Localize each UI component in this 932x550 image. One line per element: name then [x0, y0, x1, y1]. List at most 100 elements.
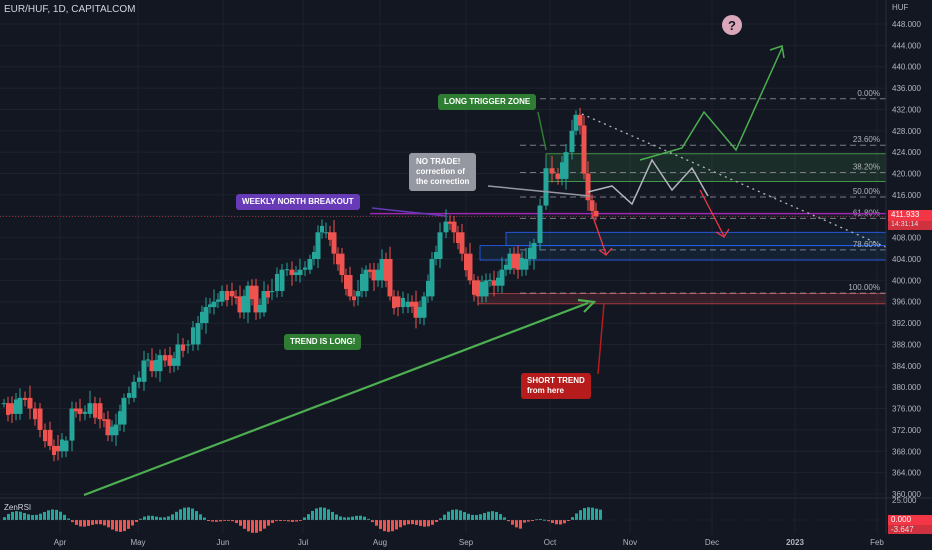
time-tick-label: Feb	[870, 538, 884, 547]
rsi-bar	[47, 510, 50, 520]
rsi-bar	[463, 512, 466, 520]
candle-body	[410, 301, 414, 307]
rsi-bar	[27, 514, 30, 520]
candle	[279, 264, 285, 297]
candle-body	[146, 359, 150, 361]
weekly-breakout-label[interactable]: WEEKLY NORTH BREAKOUT	[236, 194, 360, 210]
candle	[297, 258, 303, 283]
short-trend-label[interactable]: SHORT TREND from here	[521, 373, 591, 399]
candle-body	[464, 253, 468, 271]
candle-body	[52, 445, 56, 456]
long-trigger-zone	[545, 153, 887, 182]
candle	[421, 292, 427, 326]
no-trade-label[interactable]: NO TRADE! correction of the correction	[409, 153, 477, 191]
candle	[43, 423, 47, 448]
candle	[344, 268, 348, 296]
price-tick-label: 364.000	[892, 469, 921, 478]
time-tick-label: Dec	[705, 538, 719, 547]
candle	[208, 297, 212, 314]
price-tick-label: 360.000	[892, 490, 921, 499]
rsi-bar	[335, 514, 338, 520]
candle	[376, 263, 380, 287]
rsi-histogram	[0, 507, 886, 533]
candle-body	[200, 311, 204, 324]
candle	[537, 198, 543, 251]
rsi-scale-top: 25.000	[892, 496, 917, 505]
candle	[60, 433, 64, 458]
candle	[105, 410, 111, 442]
candle-body	[589, 200, 595, 211]
rsi-bar	[547, 520, 550, 522]
candle-body	[157, 355, 163, 372]
candle	[225, 284, 229, 307]
candle	[387, 246, 393, 301]
rsi-label[interactable]: ZenRSI	[4, 503, 32, 512]
candle-body	[581, 125, 587, 174]
price-tick-label: 380.000	[892, 383, 921, 392]
rsi-bar	[311, 510, 314, 520]
trend-drawings	[83, 45, 889, 497]
candle-body	[307, 259, 313, 270]
rsi-bar	[43, 511, 46, 520]
candle-body	[285, 269, 289, 271]
candle	[480, 275, 484, 303]
rsi-bar	[379, 520, 382, 529]
rsi-bar	[375, 520, 378, 526]
candle-body	[87, 403, 93, 414]
rsi-bar	[35, 514, 38, 520]
bottom-zone	[477, 293, 887, 305]
rsi-bar	[363, 516, 366, 520]
price-tick-label: 436.000	[892, 84, 921, 93]
candle-body	[451, 221, 457, 233]
rsi-bar	[367, 518, 370, 520]
price-axis: 360.000 364.000 368.000 372.000 376.000 380.0…	[892, 20, 921, 499]
candle	[52, 439, 56, 462]
candle-body	[17, 397, 23, 414]
candle	[9, 396, 15, 423]
candle	[355, 280, 361, 306]
candle-body	[211, 301, 217, 308]
correction-path	[587, 158, 709, 206]
price-tick-label: 372.000	[892, 426, 921, 435]
rsi-bar	[479, 514, 482, 520]
candle-body	[331, 232, 337, 254]
candle	[472, 273, 476, 302]
candle-body	[549, 168, 555, 174]
rsi-bar	[343, 517, 346, 520]
rsi-bar	[307, 514, 310, 520]
candle-body	[83, 411, 87, 414]
candle	[149, 348, 155, 378]
candle	[200, 305, 204, 330]
long-trigger-label[interactable]: LONG TRIGGER ZONE	[438, 94, 537, 110]
candle-body	[294, 272, 298, 276]
rsi-bar	[87, 520, 90, 526]
rsi-bar	[123, 520, 126, 532]
candle-body	[154, 359, 158, 372]
candle-body	[363, 269, 369, 292]
candle	[258, 298, 262, 319]
rsi-bar	[171, 514, 174, 520]
rsi-bar	[503, 517, 506, 520]
symbol-title[interactable]: EUR/HUF, 1D, CAPITALCOM	[4, 4, 136, 15]
candle-body	[141, 360, 147, 382]
candlesticks	[1, 107, 599, 462]
rsi-bar	[107, 520, 110, 528]
rsi-bar	[227, 520, 230, 521]
candle-body	[303, 267, 307, 270]
candle	[560, 155, 564, 186]
candle-body	[434, 252, 438, 259]
candle	[475, 276, 481, 306]
candle	[285, 262, 289, 277]
candle	[37, 402, 43, 438]
trend-long-label[interactable]: TREND IS LONG!	[284, 334, 362, 350]
no-trade-pointer	[487, 185, 591, 197]
candle-body	[339, 253, 345, 276]
time-tick-label: Apr	[54, 538, 67, 547]
candle	[216, 293, 220, 309]
candle	[352, 289, 356, 307]
candle-body	[110, 426, 114, 436]
candle	[507, 248, 513, 274]
rsi-bar	[175, 511, 178, 520]
rsi-bar	[587, 507, 590, 520]
